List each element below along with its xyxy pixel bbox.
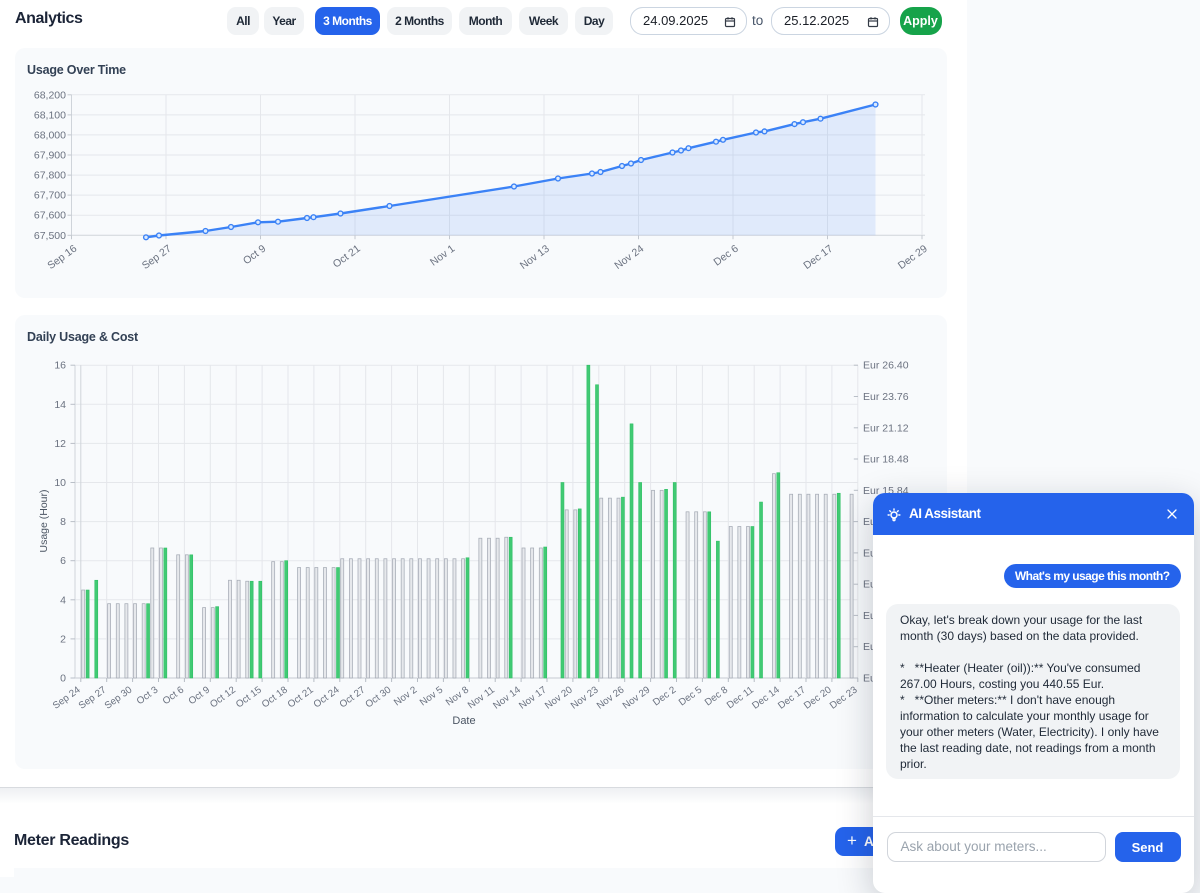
svg-text:Oct 9: Oct 9 [187,685,212,708]
svg-text:16: 16 [54,360,66,372]
svg-text:67,900: 67,900 [34,150,66,162]
svg-text:12: 12 [54,438,66,450]
svg-text:14: 14 [54,399,66,411]
svg-text:Eur 23.76: Eur 23.76 [863,391,909,403]
svg-text:Sep 24: Sep 24 [51,684,83,711]
svg-text:Nov 13: Nov 13 [518,243,552,272]
svg-text:Sep 30: Sep 30 [103,684,135,711]
svg-text:Nov 23: Nov 23 [569,684,601,711]
svg-text:67,700: 67,700 [34,190,66,202]
svg-text:Oct 12: Oct 12 [208,685,238,711]
svg-text:Date: Date [452,715,475,727]
svg-text:Eur 21.12: Eur 21.12 [863,422,909,434]
svg-text:Oct 27: Oct 27 [338,685,368,711]
svg-text:Sep 16: Sep 16 [45,243,79,272]
svg-text:Usage (Hour): Usage (Hour) [38,489,50,552]
svg-text:Eur 26.40: Eur 26.40 [863,360,909,372]
svg-text:Oct 30: Oct 30 [364,684,394,710]
svg-text:Dec 6: Dec 6 [712,243,741,269]
svg-text:Oct 21: Oct 21 [331,243,363,271]
svg-text:Dec 29: Dec 29 [896,243,930,272]
svg-text:10: 10 [54,477,66,489]
svg-text:Dec 23: Dec 23 [828,684,860,711]
svg-text:68,200: 68,200 [34,89,66,101]
svg-text:Dec 14: Dec 14 [750,684,782,711]
svg-text:Nov 17: Nov 17 [517,685,549,712]
svg-text:Dec 11: Dec 11 [725,685,756,712]
svg-text:Oct 24: Oct 24 [312,684,342,710]
svg-text:Dec 5: Dec 5 [677,684,705,708]
svg-text:Nov 5: Nov 5 [418,684,446,708]
svg-text:Sep 27: Sep 27 [77,685,109,712]
svg-text:8: 8 [60,516,66,528]
svg-text:68,000: 68,000 [34,129,66,141]
svg-text:Nov 29: Nov 29 [621,685,653,712]
svg-text:Oct 6: Oct 6 [161,684,187,707]
svg-text:Oct 18: Oct 18 [260,684,290,710]
svg-text:68,100: 68,100 [34,109,66,121]
svg-text:Nov 2: Nov 2 [392,685,419,709]
svg-text:Nov 1: Nov 1 [428,243,457,269]
svg-text:Oct 21: Oct 21 [286,685,316,711]
svg-text:4: 4 [60,594,66,606]
svg-text:Nov 26: Nov 26 [595,684,627,711]
svg-text:Oct 3: Oct 3 [135,684,161,707]
svg-text:Eur 18.48: Eur 18.48 [863,454,909,466]
svg-text:67,800: 67,800 [34,170,66,182]
svg-text:Oct 15: Oct 15 [234,684,264,710]
svg-text:Nov 20: Nov 20 [543,684,575,711]
svg-text:Dec 20: Dec 20 [802,684,834,711]
svg-text:Dec 17: Dec 17 [801,243,835,272]
svg-text:Dec 17: Dec 17 [776,685,808,712]
svg-text:Dec 2: Dec 2 [651,685,678,709]
svg-text:Oct 9: Oct 9 [241,243,268,268]
svg-text:Nov 11: Nov 11 [466,685,497,712]
svg-text:Nov 24: Nov 24 [612,243,646,272]
svg-text:67,600: 67,600 [34,210,66,222]
svg-text:6: 6 [60,555,66,567]
svg-text:Nov 14: Nov 14 [491,684,523,711]
svg-text:Sep 27: Sep 27 [140,243,174,272]
svg-text:67,500: 67,500 [34,230,66,242]
svg-text:0: 0 [60,673,66,685]
svg-text:2: 2 [60,633,66,645]
